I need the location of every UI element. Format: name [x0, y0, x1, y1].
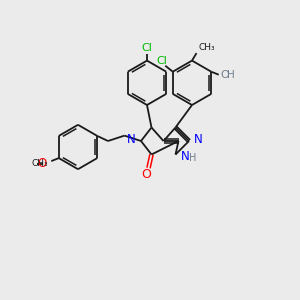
Text: CH₃: CH₃: [32, 159, 48, 168]
Text: Cl: Cl: [156, 56, 167, 66]
Text: N: N: [194, 133, 203, 146]
Text: O: O: [221, 70, 230, 80]
Text: N: N: [181, 149, 190, 163]
Text: N: N: [127, 133, 136, 146]
Text: O: O: [141, 168, 151, 181]
Text: H: H: [189, 153, 196, 163]
Text: Cl: Cl: [142, 43, 152, 53]
Text: O: O: [37, 157, 46, 170]
Text: CH₃: CH₃: [199, 43, 215, 52]
Text: H: H: [227, 70, 235, 80]
